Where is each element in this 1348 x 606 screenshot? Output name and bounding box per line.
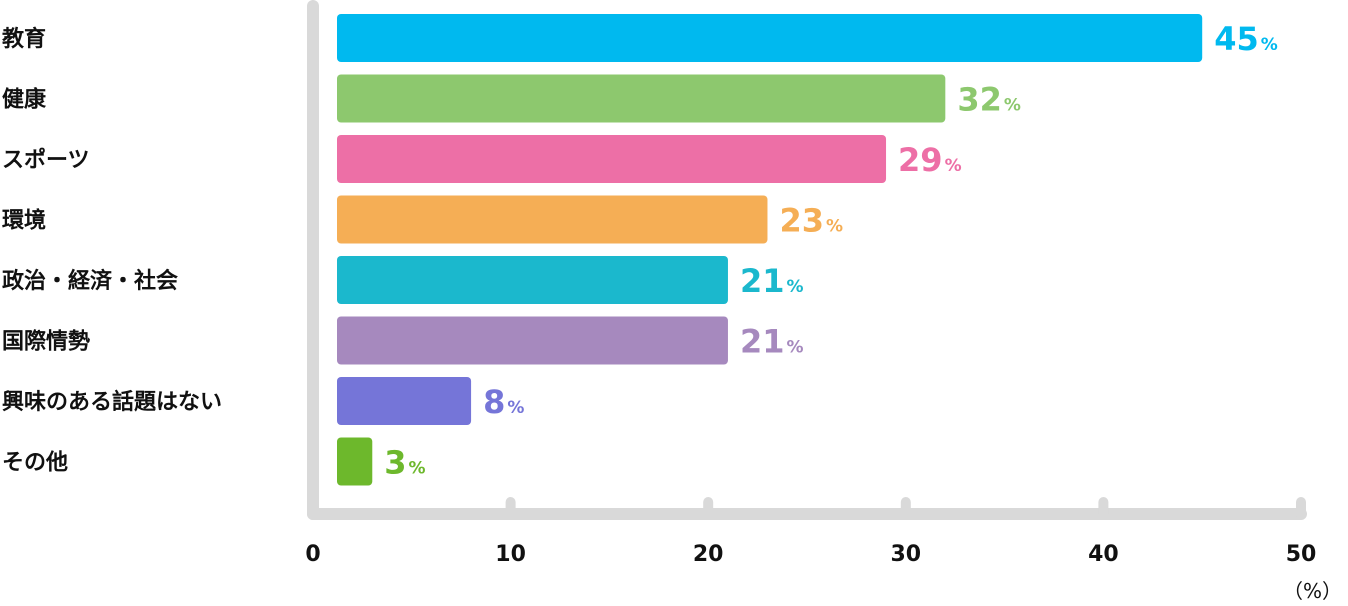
x-axis-unit-label: （%）: [1283, 579, 1342, 603]
category-label: 政治・経済・社会: [2, 268, 178, 294]
x-axis-tick-label: 0: [305, 542, 320, 567]
bar: [337, 316, 728, 365]
category-label: 国際情勢: [2, 329, 90, 355]
category-label: その他: [2, 451, 68, 476]
labels-layer: 0 10 20 30 40 50 教育 45 % 健康 32 % スポーツ 29 % 環境 23 % 政治・経済・社…: [2, 20, 1316, 567]
data-label: 32%: [957, 81, 1021, 119]
bar: [337, 135, 887, 183]
data-label: 3%: [384, 444, 425, 482]
x-axis-tick-label: 40: [1088, 542, 1119, 567]
data-label: 45%: [1214, 20, 1278, 58]
data-label: 21%: [740, 262, 804, 300]
axis-layer: [307, 0, 1307, 520]
category-label: スポーツ: [2, 147, 90, 173]
bar: [337, 437, 373, 486]
bar: [337, 14, 1203, 62]
x-axis-tick-label: 10: [495, 542, 526, 567]
bar: [337, 74, 946, 123]
x-axis-tick-label: 30: [890, 542, 921, 567]
category-label: 教育: [2, 26, 46, 52]
bar: [337, 256, 728, 304]
category-label: 健康: [2, 87, 47, 113]
category-label: 環境: [2, 208, 46, 234]
data-label: 23%: [779, 202, 843, 240]
bars-layer: [337, 14, 1203, 486]
data-label: 8%: [483, 383, 524, 421]
data-label: 21%: [740, 323, 804, 361]
x-axis-tick-label: 50: [1286, 542, 1317, 567]
bar: [337, 195, 768, 244]
data-label: 29%: [898, 141, 962, 179]
bar: [337, 377, 472, 425]
x-axis-tick-label: 20: [693, 542, 724, 567]
category-label: 興味のある話題はない: [2, 389, 222, 415]
